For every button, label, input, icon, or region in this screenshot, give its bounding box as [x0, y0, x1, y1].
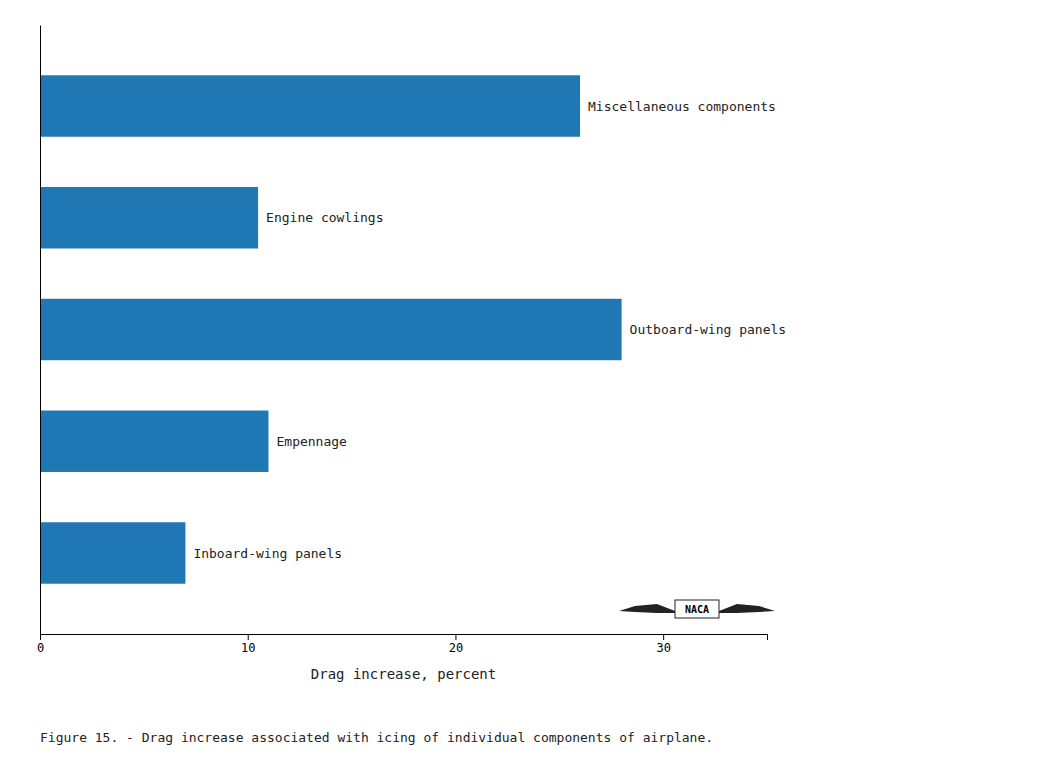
- bar: [40, 299, 622, 360]
- title: Figure 15. - Drag increase associated wi…: [40, 730, 713, 745]
- x-tick-label: 0: [37, 641, 44, 655]
- emblem: NACA: [619, 600, 775, 618]
- bar: [40, 75, 580, 136]
- x-tick: 10: [241, 634, 255, 655]
- bar-labels: Inboard-wing panels Empennage Outboard-win…: [193, 99, 786, 561]
- x-tick: 0: [37, 634, 44, 655]
- category-label: Inboard-wing panels: [193, 546, 342, 561]
- emblem-wing: [619, 604, 675, 613]
- x-tick-mark: [40, 634, 41, 640]
- bars: [40, 75, 622, 583]
- emblem-box: [675, 600, 719, 618]
- x-tick: 30: [656, 634, 670, 655]
- x-tick-mark: [663, 634, 664, 640]
- x-tick-mark: [248, 634, 249, 640]
- x-tick: 20: [449, 634, 463, 655]
- x-axis: 0 10 20 30: [37, 634, 768, 655]
- x-tick-mark: [455, 634, 456, 640]
- x-tick-label: 30: [656, 641, 670, 655]
- emblem-wing: [719, 604, 775, 613]
- x-axis-line: [41, 635, 768, 641]
- annotation: NACA: [685, 604, 709, 615]
- plot: Inboard-wing panels Empennage Outboard-win…: [37, 26, 786, 683]
- category-label: Outboard-wing panels: [630, 322, 787, 337]
- bar: [40, 522, 185, 583]
- category-label: Miscellaneous components: [588, 99, 776, 114]
- y-axis: [40, 26, 41, 635]
- x-tick-label: 20: [449, 641, 463, 655]
- chart: Inboard-wing panels Empennage Outboard-win…: [0, 0, 1037, 764]
- bar: [40, 187, 258, 248]
- category-label: Empennage: [276, 434, 347, 449]
- x-axis-label: Drag increase, percent: [311, 666, 496, 682]
- y-axis-line: [40, 26, 41, 635]
- x-tick-label: 10: [241, 641, 255, 655]
- bar: [40, 411, 268, 472]
- category-label: Engine cowlings: [266, 210, 383, 225]
